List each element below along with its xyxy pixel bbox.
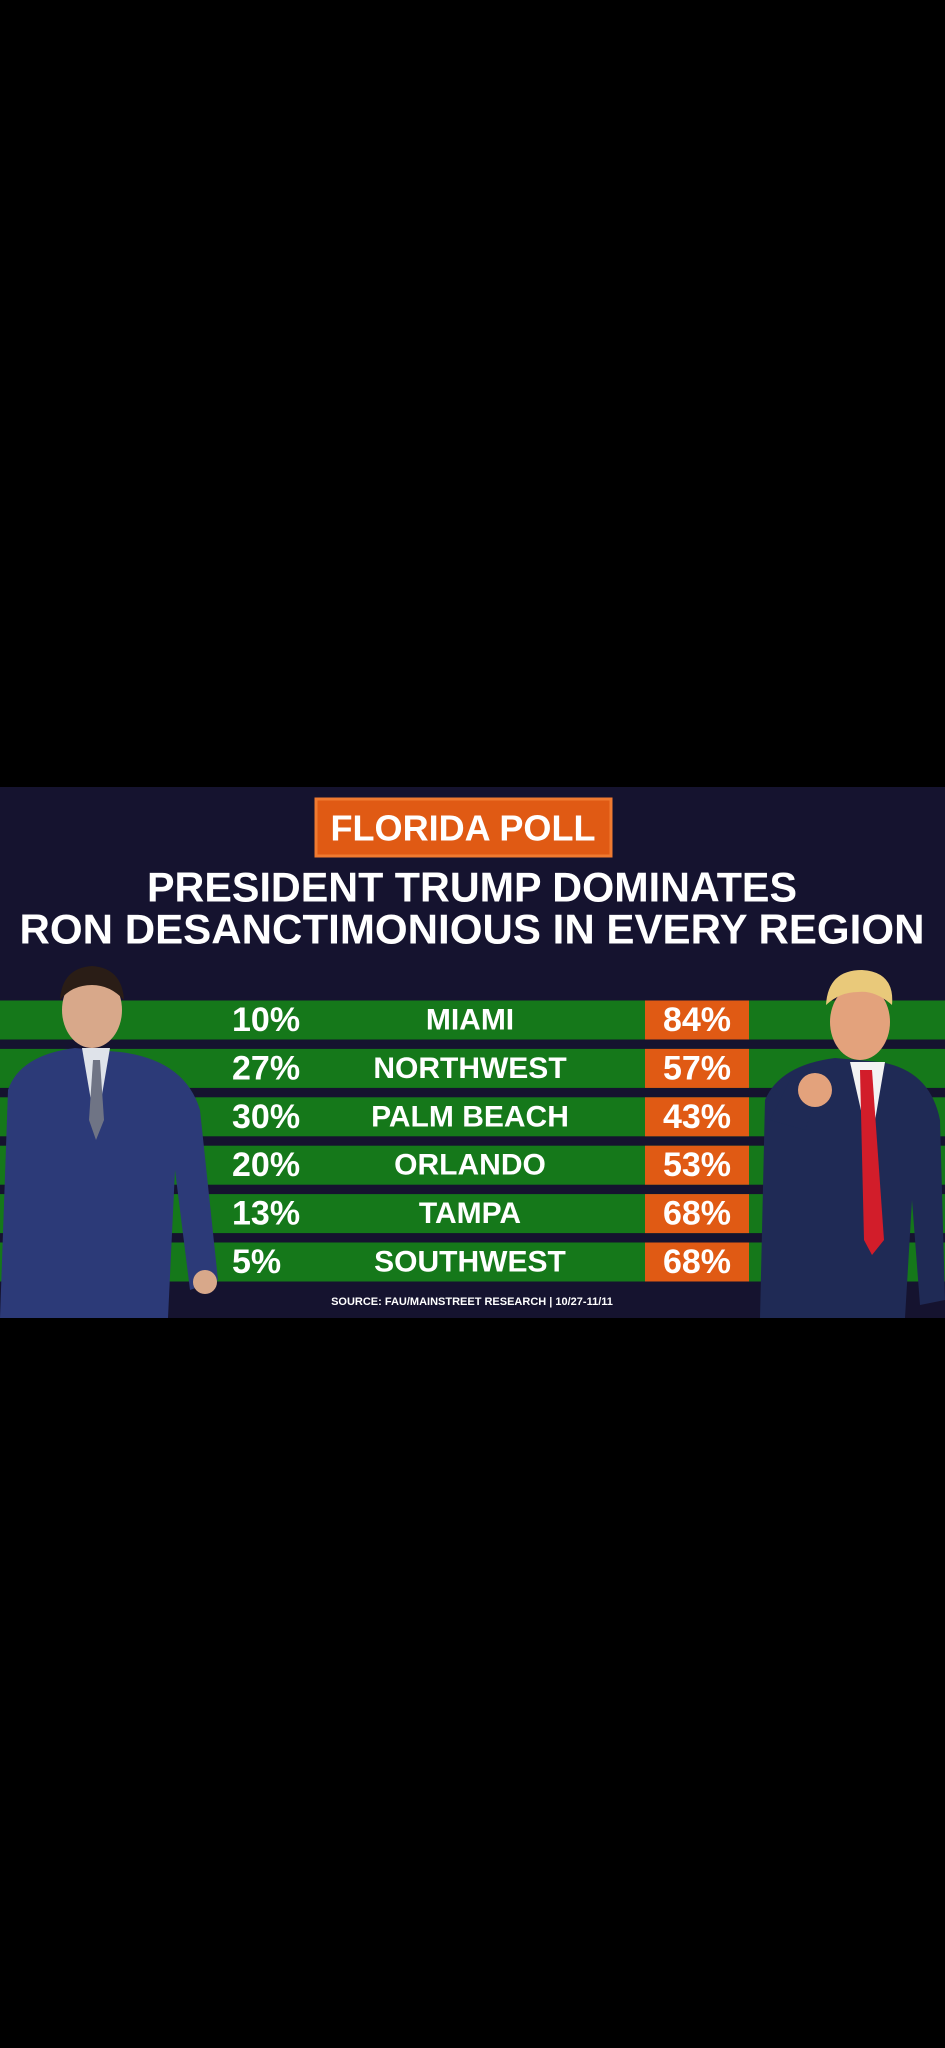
desantis-percent: 20% bbox=[232, 1146, 300, 1184]
desantis-percent: 30% bbox=[232, 1098, 300, 1136]
trump-box bbox=[645, 1194, 749, 1234]
region: MIAMI bbox=[426, 1004, 514, 1037]
badge: FLORIDA POLL bbox=[331, 808, 596, 849]
trump-percent: 43% bbox=[663, 1098, 731, 1136]
trump-box bbox=[645, 1097, 749, 1137]
region: PALM BEACH bbox=[371, 1100, 569, 1133]
trump-box bbox=[645, 1145, 749, 1185]
region: NORTHWEST bbox=[373, 1052, 566, 1085]
row-band bbox=[0, 1000, 945, 1040]
desantis-percent: 13% bbox=[232, 1195, 300, 1233]
trump-box bbox=[645, 1242, 749, 1282]
trump-box bbox=[645, 1000, 749, 1040]
trump-percent: 57% bbox=[663, 1049, 731, 1087]
source: SOURCE: FAU/MAINSTREET RESEARCH | 10/27-… bbox=[331, 1296, 613, 1308]
desantis-percent: 27% bbox=[232, 1049, 300, 1087]
trump-box bbox=[645, 1048, 749, 1088]
trump-percent: 68% bbox=[663, 1195, 731, 1233]
trump-percent: 84% bbox=[663, 1001, 731, 1039]
title-line: PRESIDENT TRUMP DOMINATES bbox=[147, 864, 797, 911]
right-person bbox=[760, 970, 945, 1318]
region: TAMPA bbox=[419, 1197, 521, 1230]
trump-percent: 68% bbox=[663, 1243, 731, 1281]
left-person bbox=[0, 966, 218, 1318]
region: ORLANDO bbox=[394, 1149, 546, 1182]
region: SOUTHWEST bbox=[374, 1246, 566, 1279]
trump-percent: 53% bbox=[663, 1146, 731, 1184]
badge-box bbox=[314, 797, 613, 858]
desantis-percent: 5% bbox=[232, 1243, 281, 1281]
desantis-percent: 10% bbox=[232, 1001, 300, 1039]
title-line: RON DESANCTIMONIOUS IN EVERY REGION bbox=[20, 906, 925, 953]
